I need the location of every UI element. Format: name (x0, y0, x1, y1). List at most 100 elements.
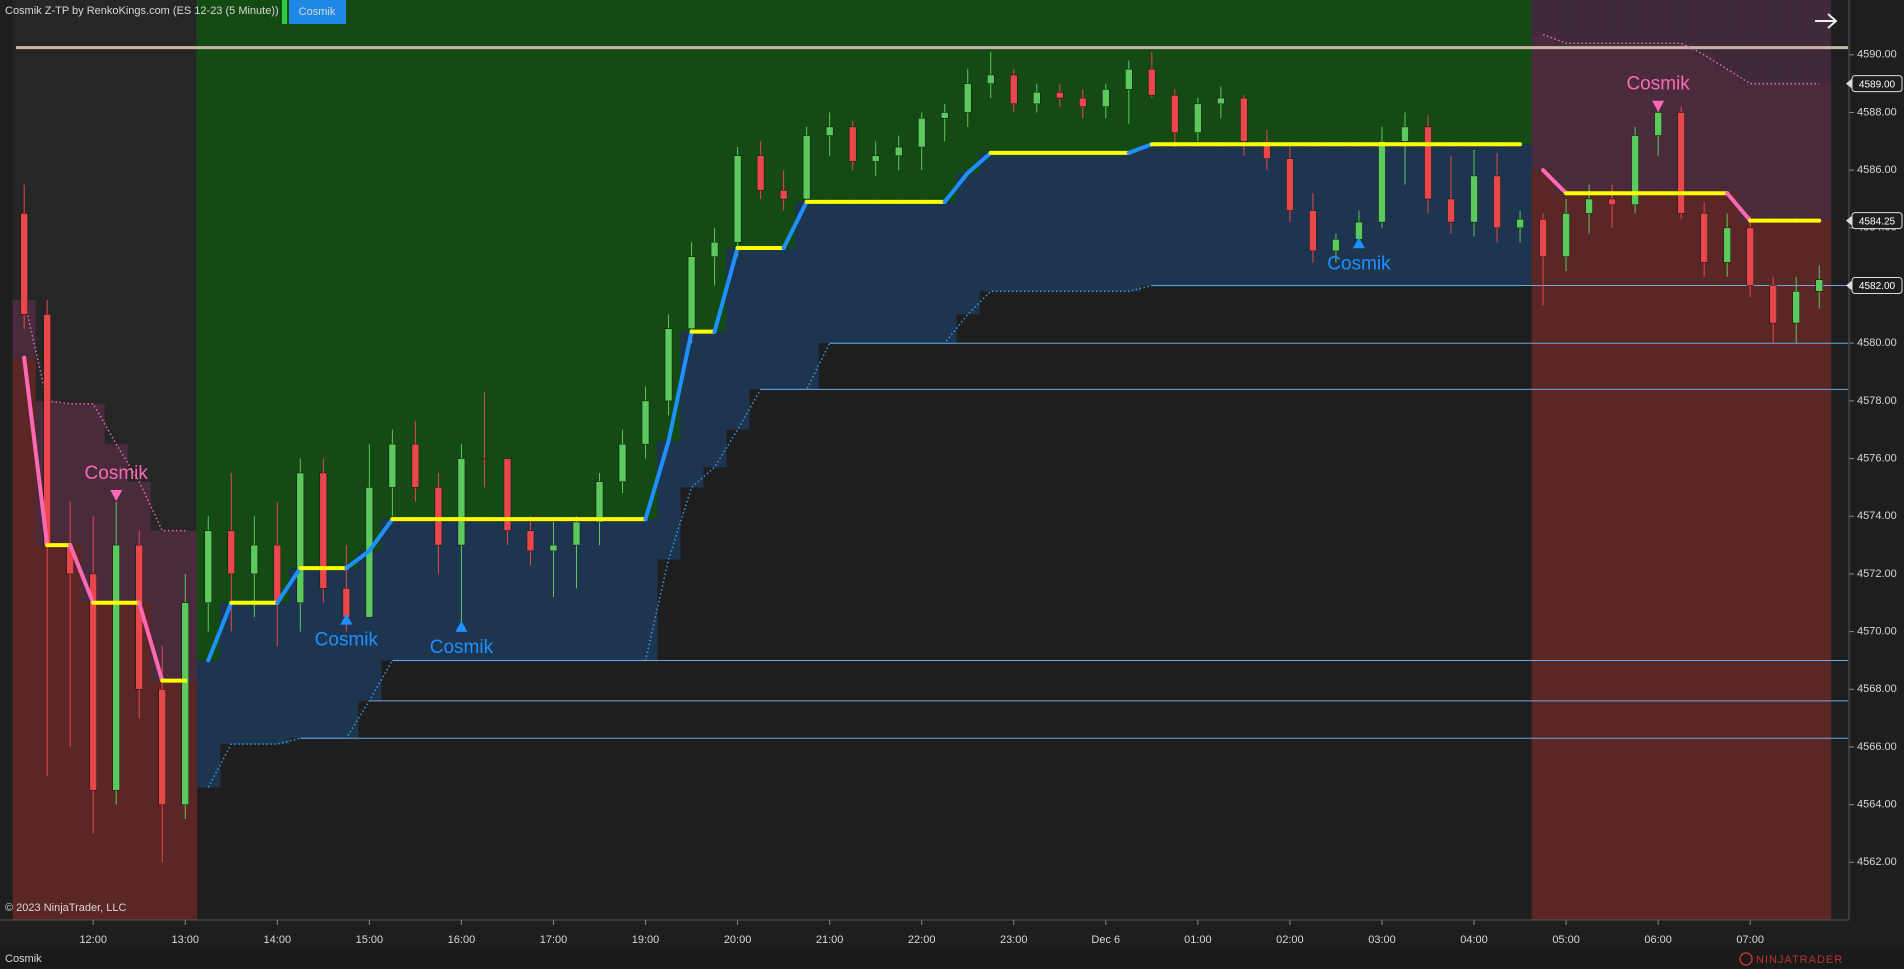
bull-zone (703, 0, 727, 332)
candle-body (342, 588, 351, 618)
bull-zone (1462, 0, 1487, 145)
price-marker-tip (1846, 215, 1852, 226)
trend-line (137, 600, 165, 683)
bear-top-zone (127, 0, 152, 482)
candle-body (1079, 97, 1087, 107)
bear-top-zone (1646, 0, 1671, 44)
trend-line (781, 199, 809, 251)
bull-zone (1347, 0, 1371, 145)
trail-zone (1209, 144, 1233, 286)
candle-body (480, 458, 489, 460)
y-tick-label: 4590.00 (1857, 49, 1897, 61)
arrow-icon[interactable] (1815, 13, 1838, 29)
candle-body (1263, 141, 1271, 159)
signal-label: Cosmik (315, 630, 379, 651)
x-tick-label: 12:00 (79, 934, 107, 946)
x-tick-label: 21:00 (816, 934, 844, 946)
candle-body (1056, 92, 1064, 99)
bull-zone (1370, 0, 1394, 145)
bear-zone (12, 357, 37, 920)
bear-top-zone (1715, 0, 1740, 70)
candle-body (503, 458, 512, 531)
bear-zone (1623, 193, 1648, 921)
candle-body (204, 530, 213, 604)
trail-zone (1232, 144, 1256, 286)
candle-body (710, 242, 719, 257)
candle-body (779, 190, 788, 200)
trail-zone (1071, 152, 1095, 292)
bear-zone (1715, 193, 1740, 921)
trend-line (1126, 142, 1154, 155)
candle-body (1148, 68, 1156, 96)
trail-zone (887, 201, 911, 344)
candle-body (1424, 126, 1432, 200)
x-tick-label: 22:00 (908, 934, 936, 946)
bear-zone (1692, 193, 1717, 921)
candle-body (618, 443, 627, 482)
candle-body (1677, 112, 1685, 214)
candle-body (572, 521, 581, 546)
bear-top-zone (173, 0, 198, 531)
bear-zone (1738, 220, 1763, 920)
candle-body (871, 155, 880, 162)
trail-zone (518, 519, 543, 661)
x-tick-label: 07:00 (1736, 934, 1764, 946)
candle-body (1033, 92, 1041, 105)
candle-body (1585, 198, 1593, 214)
x-tick-label: 14:00 (264, 934, 292, 946)
bull-zone (288, 0, 313, 569)
bull-zone (564, 0, 589, 520)
trail-zone (58, 403, 83, 546)
bull-zone (311, 0, 336, 569)
y-tick-label: 4566.00 (1857, 741, 1897, 753)
trail-zone (1807, 83, 1832, 221)
trend-line (344, 548, 372, 571)
candle-body (1631, 135, 1639, 206)
candle-body (1171, 94, 1179, 133)
candle-body (1470, 175, 1478, 223)
bear-top-zone (150, 0, 175, 531)
price-marker-tip (1846, 280, 1852, 291)
bull-zone (933, 0, 957, 202)
bear-zone (1761, 220, 1786, 920)
bull-zone (588, 0, 612, 520)
x-tick-label: 13:00 (171, 934, 199, 946)
candle-body (158, 689, 166, 805)
candle-body (112, 544, 120, 791)
trail-zone (150, 530, 175, 681)
footer-tab[interactable]: Cosmik (5, 953, 42, 965)
trail-zone (979, 152, 1003, 292)
trail-zone (334, 568, 359, 739)
price-marker-label: 4584.25 (1859, 216, 1896, 227)
bull-zone (1416, 0, 1441, 145)
bear-top-zone (104, 0, 129, 445)
candle-body (1792, 291, 1800, 324)
candle-body (687, 256, 696, 330)
trail-zone (841, 201, 865, 344)
bull-zone (1163, 0, 1187, 145)
x-tick-label: 06:00 (1644, 934, 1672, 946)
copyright: © 2023 NinjaTrader, LLC (5, 902, 126, 914)
bear-zone (1669, 193, 1694, 921)
signal-label: Cosmik (1626, 74, 1690, 95)
trend-line (965, 150, 993, 176)
bull-zone (242, 0, 267, 603)
candle-body (1493, 175, 1501, 229)
bull-zone (1278, 0, 1302, 145)
candle-body (1447, 198, 1455, 223)
tab[interactable] (289, 0, 346, 24)
x-tick-label: 01:00 (1184, 934, 1212, 946)
signal-label: Cosmik (1327, 253, 1391, 274)
y-tick-label: 4564.00 (1857, 799, 1897, 811)
tab-label[interactable]: Cosmik (299, 6, 336, 18)
trail-zone (288, 568, 313, 739)
plot-area: Cosmik Cosmik Cosmik Cosmik Cosmik (12, 0, 1848, 921)
trend-line (643, 439, 671, 522)
trail-zone (1416, 144, 1441, 286)
bear-zone (1554, 193, 1579, 921)
trail-zone (1554, 43, 1579, 194)
candle-body (1815, 279, 1823, 292)
bull-zone (864, 0, 888, 202)
trail-zone (749, 248, 773, 390)
trail-zone (1531, 34, 1556, 171)
